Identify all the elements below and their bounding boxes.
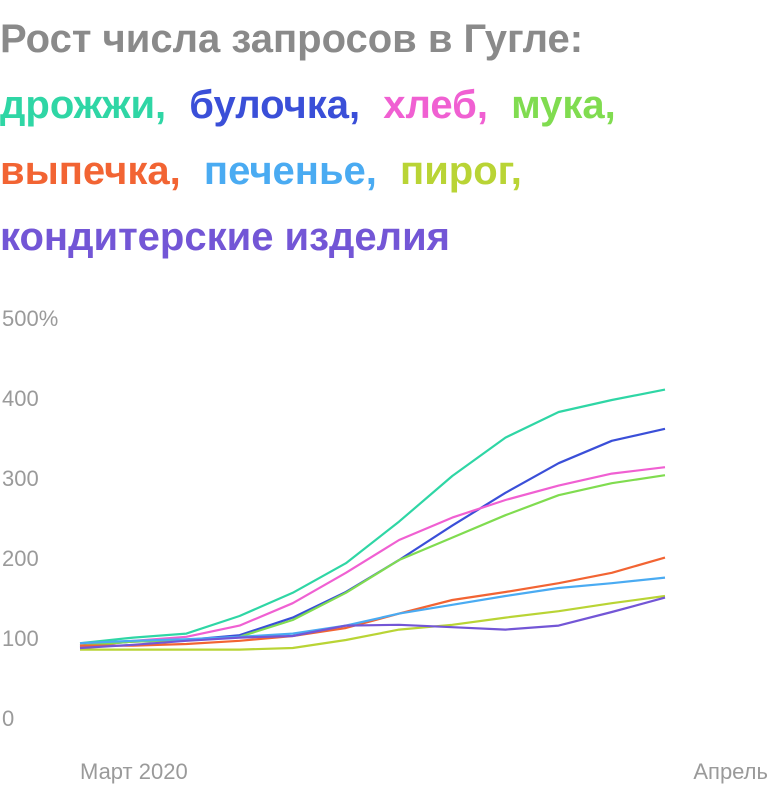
title-block: Рост числа запросов в Гугле: дрожжи, бул… [0,6,768,270]
separator: , [365,149,377,193]
legend-entry: дрожжи [0,83,156,127]
y-tick-label: 500% [2,306,58,331]
y-tick-label: 0 [2,706,14,731]
x-tick-label: Апрель [693,759,768,784]
series-line [79,576,666,645]
separator: , [476,83,488,127]
series-line [79,466,666,649]
separator: , [510,149,522,193]
title-line: дрожжи, булочка, хлеб, мука, [0,72,768,138]
y-tick-label: 100 [2,626,39,651]
chart-title: Рост числа запросов в Гугле: [0,17,584,61]
x-tick-label: Март 2020 [80,759,188,784]
title-line: выпечка, печенье, пирог, [0,138,768,204]
y-tick-label: 300 [2,466,39,491]
series-line [79,427,666,647]
y-tick-label: 400 [2,386,39,411]
legend-entry: кондитерские изделия [0,215,450,259]
separator: , [349,83,361,127]
separator: , [169,149,181,193]
series-line [80,556,666,647]
title-line: Рост числа запросов в Гугле: [0,6,768,72]
title-line: кондитерские изделия [0,204,768,270]
series-line [79,388,666,645]
series-line [79,596,666,650]
legend-entry: печенье [203,149,366,193]
legend-entry: булочка [189,83,350,127]
legend-entry: мука [511,83,605,127]
series-line [80,594,666,651]
legend-entry: пирог [400,149,511,193]
separator: , [155,83,167,127]
separator: , [604,83,616,127]
legend-entry: выпечка [0,149,170,193]
legend-entry: хлеб [383,83,477,127]
y-tick-label: 200 [2,546,39,571]
